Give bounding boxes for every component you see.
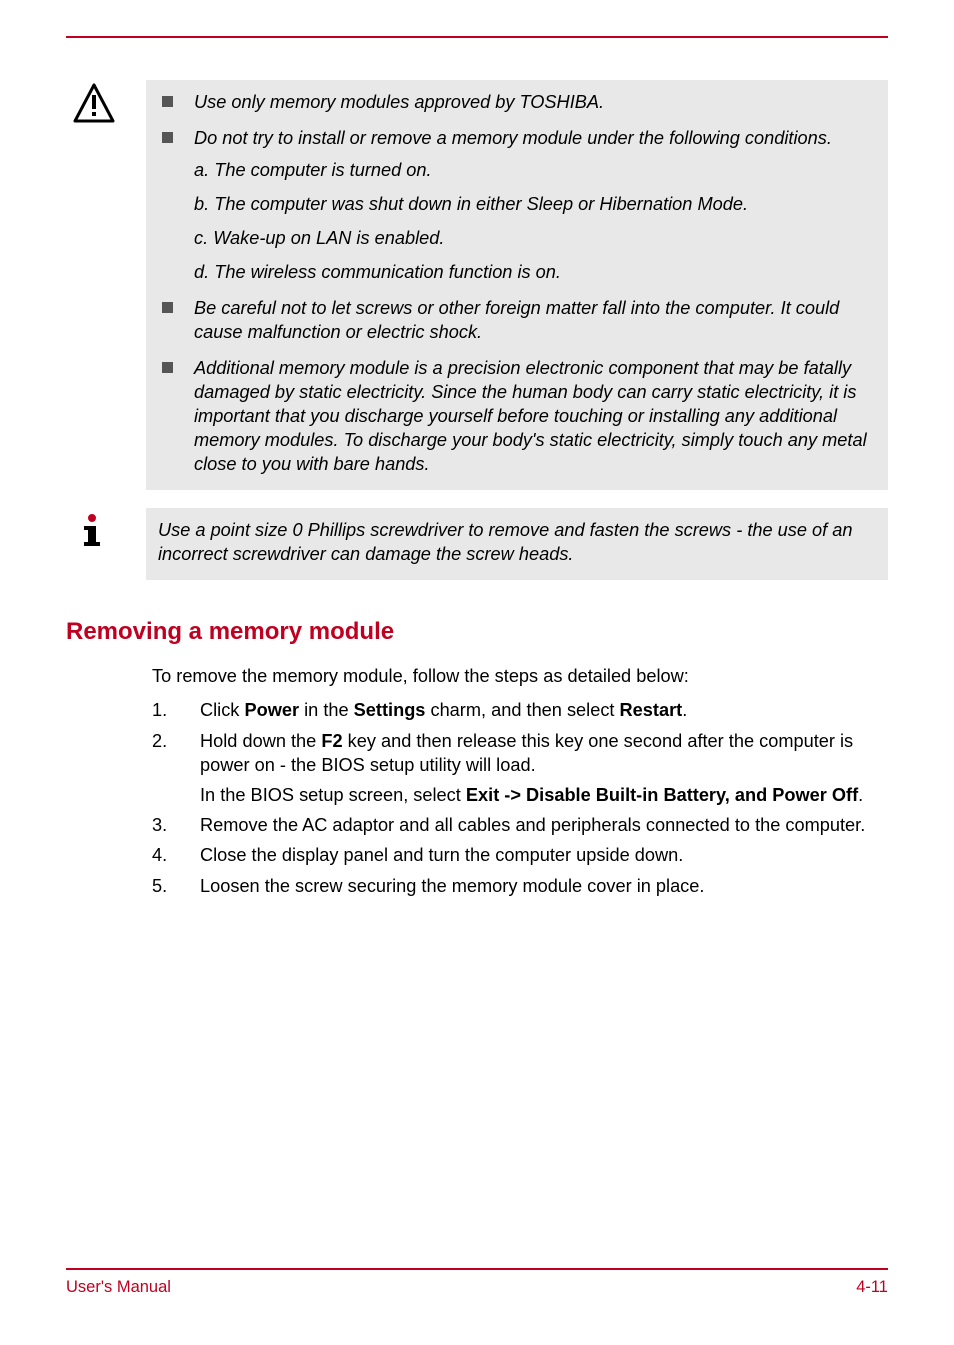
- step-item: 1. Click Power in the Settings charm, and…: [152, 698, 888, 722]
- step-text: Hold down the F2 key and then release th…: [200, 729, 888, 777]
- warning-subitem: c. Wake-up on LAN is enabled.: [194, 226, 876, 250]
- info-callout: Use a point size 0 Phillips screwdriver …: [66, 508, 888, 580]
- info-text: Use a point size 0 Phillips screwdriver …: [158, 520, 852, 564]
- text-run: Click: [200, 700, 244, 720]
- steps-list: 1. Click Power in the Settings charm, and…: [152, 698, 888, 897]
- text-run: Close the display panel and turn the com…: [200, 845, 683, 865]
- warning-list: Use only memory modules approved by TOSH…: [158, 90, 876, 476]
- warning-subitem: a. The computer is turned on.: [194, 158, 876, 182]
- warning-item: Additional memory module is a precision …: [158, 356, 876, 476]
- text-run: charm, and then select: [425, 700, 619, 720]
- step-item: 4. Close the display panel and turn the c…: [152, 843, 888, 867]
- text-run: In the BIOS setup screen, select: [200, 785, 466, 805]
- step-number: 3.: [152, 813, 167, 837]
- bold-text: F2: [321, 731, 342, 751]
- info-body: Use a point size 0 Phillips screwdriver …: [146, 508, 888, 580]
- bold-text: Power: [244, 700, 299, 720]
- step-text: Click Power in the Settings charm, and t…: [200, 698, 888, 722]
- footer-right: 4-11: [856, 1278, 888, 1297]
- footer-rule: [66, 1268, 888, 1270]
- section-intro-wrap: To remove the memory module, follow the …: [152, 664, 888, 688]
- step-text: Remove the AC adaptor and all cables and…: [200, 813, 888, 837]
- bold-text: Settings: [354, 700, 426, 720]
- warning-item: Be careful not to let screws or other fo…: [158, 296, 876, 344]
- text-run: .: [682, 700, 687, 720]
- step-number: 2.: [152, 729, 167, 753]
- warning-item: Do not try to install or remove a memory…: [158, 126, 876, 284]
- bold-text: Exit -> Disable Built-in Battery, and Po…: [466, 785, 858, 805]
- text-run: .: [858, 785, 863, 805]
- text-run: Loosen the screw securing the memory mod…: [200, 876, 704, 896]
- top-rule: [66, 36, 888, 38]
- info-icon: [66, 508, 146, 550]
- warning-item: Use only memory modules approved by TOSH…: [158, 90, 876, 114]
- text-run: Remove the AC adaptor and all cables and…: [200, 815, 865, 835]
- step-number: 1.: [152, 698, 167, 722]
- step-item: 3. Remove the AC adaptor and all cables a…: [152, 813, 888, 837]
- warning-text: Additional memory module is a precision …: [194, 358, 867, 474]
- step-text: Close the display panel and turn the com…: [200, 843, 888, 867]
- warning-body: Use only memory modules approved by TOSH…: [146, 80, 888, 490]
- warning-subitem: d. The wireless communication function i…: [194, 260, 876, 284]
- step-number: 4.: [152, 843, 167, 867]
- section-intro: To remove the memory module, follow the …: [152, 664, 888, 688]
- step-number: 5.: [152, 874, 167, 898]
- bold-text: Restart: [620, 700, 683, 720]
- warning-text: Be careful not to let screws or other fo…: [194, 298, 839, 342]
- text-run: Hold down the: [200, 731, 321, 751]
- warning-text: Use only memory modules approved by TOSH…: [194, 92, 604, 112]
- step-extra: In the BIOS setup screen, select Exit ->…: [200, 783, 888, 807]
- step-item: 2. Hold down the F2 key and then release …: [152, 729, 888, 808]
- section-heading: Removing a memory module: [66, 618, 888, 646]
- warning-subitem: b. The computer was shut down in either …: [194, 192, 876, 216]
- step-text: Loosen the screw securing the memory mod…: [200, 874, 888, 898]
- step-item: 5. Loosen the screw securing the memory m…: [152, 874, 888, 898]
- text-run: in the: [299, 700, 354, 720]
- warning-callout: Use only memory modules approved by TOSH…: [66, 80, 888, 490]
- warning-subitems: a. The computer is turned on. b. The com…: [194, 158, 876, 284]
- page-footer: User's Manual 4-11: [66, 1268, 888, 1297]
- warning-icon: [66, 80, 146, 126]
- warning-text: Do not try to install or remove a memory…: [194, 128, 832, 148]
- footer-left: User's Manual: [66, 1278, 171, 1297]
